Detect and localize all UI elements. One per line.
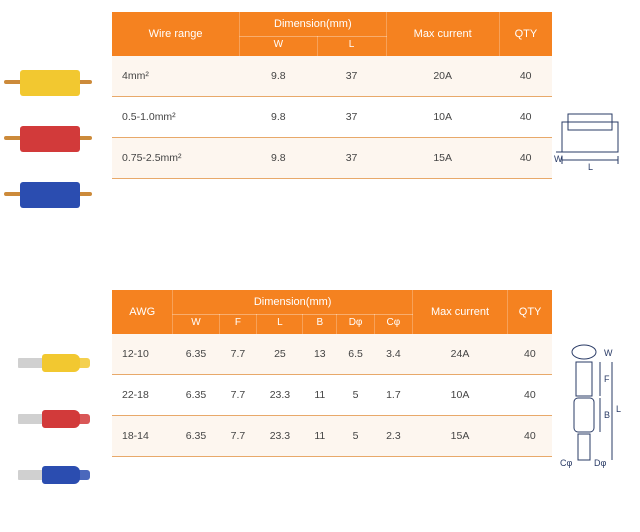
cell-wire-range: 4mm² <box>112 56 240 97</box>
cell-wire-range: 0.5-1.0mm² <box>112 97 240 138</box>
cell-qty: 40 <box>508 375 552 416</box>
diagram-spade: W F L B Cφ Dφ <box>554 338 634 478</box>
table-row: 4mm² 9.8 37 20A 40 <box>112 56 552 97</box>
th-l: L <box>257 315 303 335</box>
diag-label-l: L <box>588 162 593 172</box>
th-c: Cφ <box>374 315 412 335</box>
cell-qty: 40 <box>499 138 552 179</box>
cell-d: 5 <box>337 375 375 416</box>
product-ttap-blue <box>8 176 98 220</box>
product-images-spade <box>8 348 108 516</box>
th-f: F <box>219 315 257 335</box>
diagram-ttap-svg: L W <box>554 102 634 182</box>
cell-d: 5 <box>337 416 375 457</box>
diag-label-d: Dφ <box>594 458 606 468</box>
diag-label-l: L <box>616 404 621 414</box>
th-w: W <box>240 37 317 57</box>
cell-w: 6.35 <box>173 375 219 416</box>
table-ttap: Wire range Dimension(mm) Max current QTY… <box>112 12 552 179</box>
th-dimension-group: Dimension(mm) <box>173 290 412 315</box>
cell-l: 37 <box>317 97 386 138</box>
product-ttap-yellow <box>8 64 98 108</box>
cell-wire-range: 0.75-2.5mm² <box>112 138 240 179</box>
cell-f: 7.7 <box>219 334 257 375</box>
th-max-current: Max current <box>412 290 507 334</box>
cell-l: 25 <box>257 334 303 375</box>
cell-max-current: 15A <box>386 138 499 179</box>
table-ttap-body: 4mm² 9.8 37 20A 40 0.5-1.0mm² 9.8 37 10A… <box>112 56 552 179</box>
cell-qty: 40 <box>508 416 552 457</box>
th-dimension-group: Dimension(mm) <box>240 12 386 37</box>
table-row: 0.75-2.5mm² 9.8 37 15A 40 <box>112 138 552 179</box>
th-awg: AWG <box>112 290 173 334</box>
product-spade-blue <box>8 460 98 504</box>
th-qty: QTY <box>508 290 552 334</box>
cell-l: 23.3 <box>257 375 303 416</box>
cell-w: 9.8 <box>240 97 317 138</box>
cell-b: 13 <box>303 334 337 375</box>
diag-label-b: B <box>604 410 610 420</box>
cell-qty: 40 <box>508 334 552 375</box>
diagram-ttap: L W <box>554 102 634 182</box>
cell-awg: 12-10 <box>112 334 173 375</box>
cell-f: 7.7 <box>219 375 257 416</box>
product-ttap-red <box>8 120 98 164</box>
cell-qty: 40 <box>499 56 552 97</box>
cell-max-current: 10A <box>386 97 499 138</box>
diag-label-w: W <box>554 154 563 164</box>
th-l: L <box>317 37 386 57</box>
cell-l: 37 <box>317 138 386 179</box>
cell-awg: 22-18 <box>112 375 173 416</box>
cell-d: 6.5 <box>337 334 375 375</box>
cell-awg: 18-14 <box>112 416 173 457</box>
cell-w: 6.35 <box>173 334 219 375</box>
cell-b: 11 <box>303 416 337 457</box>
table-row: 12-10 6.35 7.7 25 13 6.5 3.4 24A 40 <box>112 334 552 375</box>
th-max-current: Max current <box>386 12 499 56</box>
cell-max-current: 20A <box>386 56 499 97</box>
diag-label-w: W <box>604 348 613 358</box>
cell-b: 11 <box>303 375 337 416</box>
table-row: 22-18 6.35 7.7 23.3 11 5 1.7 10A 40 <box>112 375 552 416</box>
cell-l: 37 <box>317 56 386 97</box>
table-spade-body: 12-10 6.35 7.7 25 13 6.5 3.4 24A 40 22-1… <box>112 334 552 457</box>
product-images-ttap <box>8 64 108 232</box>
table-spade: AWG Dimension(mm) Max current QTY W F L … <box>112 290 552 457</box>
table-row: 0.5-1.0mm² 9.8 37 10A 40 <box>112 97 552 138</box>
cell-max-current: 15A <box>412 416 507 457</box>
cell-w: 9.8 <box>240 56 317 97</box>
cell-qty: 40 <box>499 97 552 138</box>
product-spade-red <box>8 404 98 448</box>
cell-c: 1.7 <box>374 375 412 416</box>
cell-c: 2.3 <box>374 416 412 457</box>
cell-max-current: 10A <box>412 375 507 416</box>
table-row: 18-14 6.35 7.7 23.3 11 5 2.3 15A 40 <box>112 416 552 457</box>
product-spade-yellow <box>8 348 98 392</box>
th-qty: QTY <box>499 12 552 56</box>
diag-label-f: F <box>604 374 610 384</box>
cell-f: 7.7 <box>219 416 257 457</box>
cell-max-current: 24A <box>412 334 507 375</box>
diag-label-c: Cφ <box>560 458 572 468</box>
cell-w: 6.35 <box>173 416 219 457</box>
th-w: W <box>173 315 219 335</box>
th-b: B <box>303 315 337 335</box>
th-wire-range: Wire range <box>112 12 240 56</box>
th-d: Dφ <box>337 315 375 335</box>
diagram-spade-svg: W F L B Cφ Dφ <box>554 338 634 488</box>
cell-l: 23.3 <box>257 416 303 457</box>
cell-c: 3.4 <box>374 334 412 375</box>
cell-w: 9.8 <box>240 138 317 179</box>
